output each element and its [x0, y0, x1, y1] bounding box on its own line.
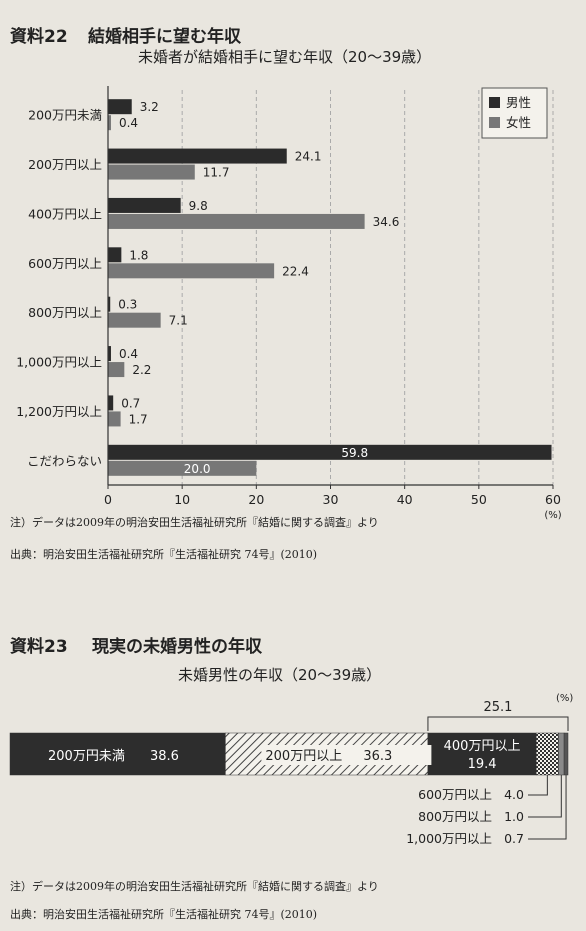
bracket-total: 25.1: [483, 700, 512, 715]
legend-label: 男性: [506, 95, 531, 110]
value-label: 0.3: [118, 298, 137, 312]
section23-subtitle: 未婚男性の年収（20～39歳）: [178, 666, 382, 684]
section23-source: 出典：明治安田生活福祉研究所『生活福祉研究 74号』(2010): [10, 908, 318, 921]
male-bar: [108, 346, 111, 362]
male-bar: [108, 395, 114, 411]
male-bar: [108, 247, 122, 263]
desired-income-bar-chart: 200万円未満3.20.4200万円以上24.111.7400万円以上9.834…: [16, 86, 562, 520]
x-tick-label: 20: [248, 492, 264, 507]
callout-label: 1,000万円以上: [406, 831, 492, 846]
female-bar: [108, 213, 365, 229]
value-label: 1.8: [129, 248, 148, 262]
section23-label: 資料23: [10, 637, 68, 657]
x-tick-label: 10: [174, 492, 190, 507]
female-bar: [108, 411, 121, 427]
value-label: 34.6: [373, 215, 400, 229]
value-label: 59.8: [341, 446, 368, 460]
value-label: 7.1: [169, 314, 188, 328]
female-bar: [108, 115, 111, 131]
callout-line: [528, 775, 562, 818]
female-bar: [108, 164, 195, 180]
value-label: 0.4: [119, 347, 138, 361]
segment-label-bg: [261, 745, 432, 765]
section22-label: 資料22: [10, 27, 68, 47]
legend-label: 女性: [506, 115, 531, 130]
callout-line: [528, 775, 548, 796]
legend-swatch: [489, 117, 500, 128]
x-tick-label: 30: [323, 492, 339, 507]
bracket: [427, 716, 569, 731]
section23-note: 注）データは2009年の明治安田生活福祉研究所『結婚に関する調査』より: [10, 880, 379, 893]
callout-value: 1.0: [504, 809, 524, 824]
section22-subtitle: 未婚者が結婚相手に望む年収（20～39歳）: [138, 48, 432, 66]
value-label: 3.2: [140, 100, 159, 114]
stacked-segment: [427, 732, 537, 776]
female-bar: [108, 312, 161, 328]
segment-value: 19.4: [468, 757, 497, 772]
female-bar: [108, 362, 125, 378]
female-bar: [108, 460, 257, 476]
category-label: 800万円以上: [28, 305, 102, 320]
female-bar: [108, 263, 275, 279]
x-tick-label: 50: [471, 492, 487, 507]
section22-note: 注）データは2009年の明治安田生活福祉研究所『結婚に関する調査』より: [10, 516, 379, 529]
value-label: 9.8: [189, 199, 208, 213]
stacked-segment: [9, 732, 226, 776]
value-label: 22.4: [282, 264, 309, 278]
segment-value: 36.3: [363, 749, 392, 764]
x-tick-label: 60: [545, 492, 561, 507]
category-label: 600万円以上: [28, 256, 102, 271]
x-tick-label: 40: [397, 492, 413, 507]
value-label: 0.4: [119, 116, 138, 130]
category-label: こだわらない: [27, 453, 102, 468]
stacked-segment: [558, 732, 565, 776]
value-label: 11.7: [203, 166, 230, 180]
category-label: 400万円以上: [28, 206, 102, 221]
value-label: 2.2: [132, 363, 151, 377]
segment-label: 400万円以上: [444, 739, 521, 754]
value-label: 0.7: [121, 396, 140, 410]
callout-value: 4.0: [504, 787, 524, 802]
actual-income-stacked-bar: 200万円未満 38.6 200万円以上 36.3 400万円以上 19.4 (%) 25.1…: [9, 693, 573, 846]
callout-line: [528, 775, 567, 840]
legend-swatch: [489, 97, 500, 108]
male-bar: [108, 197, 181, 213]
male-bar: [108, 296, 111, 312]
section22-source: 出典：明治安田生活福祉研究所『生活福祉研究 74号』(2010): [10, 548, 318, 561]
callout-label: 800万円以上: [418, 809, 492, 824]
segment-label: 200万円未満: [48, 749, 125, 764]
stacked-segment: [563, 732, 569, 776]
category-label: 1,000万円以上: [16, 355, 102, 370]
male-bar: [108, 444, 552, 460]
category-label: 200万円以上: [28, 157, 102, 172]
segment-label: 200万円以上: [265, 749, 342, 764]
unit-label: (%): [544, 510, 561, 520]
category-label: 1,200万円以上: [16, 404, 102, 419]
legend-box: [481, 87, 548, 139]
stacked-segment: [535, 732, 559, 776]
callout-label: 600万円以上: [418, 787, 492, 802]
male-bar: [108, 148, 287, 164]
male-bar: [108, 99, 132, 115]
value-label: 20.0: [184, 462, 211, 476]
callout-value: 0.7: [504, 831, 524, 846]
category-label: 200万円未満: [28, 108, 102, 123]
section23-title: 現実の未婚男性の年収: [92, 637, 262, 657]
unit-label: (%): [556, 693, 573, 704]
value-label: 1.7: [129, 412, 148, 426]
x-tick-label: 0: [104, 492, 112, 507]
section22-title: 結婚相手に望む年収: [88, 27, 241, 47]
segment-value: 38.6: [150, 749, 179, 764]
value-label: 24.1: [295, 150, 322, 164]
